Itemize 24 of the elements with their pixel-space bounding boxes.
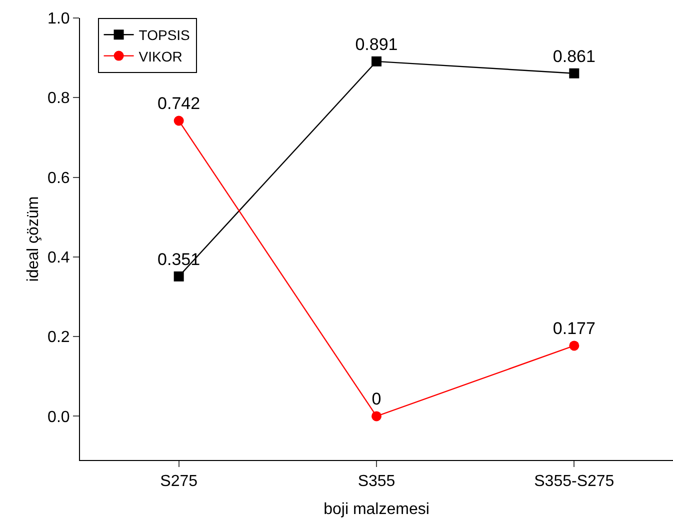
y-axis-title: ideal çözüm [25,196,42,282]
x-tick-label: S355-S275 [534,473,614,490]
data-label: 0 [372,390,382,409]
data-label: 0.861 [552,46,596,66]
x-tick-label: S275 [160,473,198,490]
point [372,411,382,422]
point [569,340,580,351]
x-tick-label: S355 [358,473,396,490]
legend-label: VIKOR [138,48,182,64]
point [569,68,580,78]
point [372,56,382,66]
point [174,271,184,282]
y-tick-label: 0.6 [48,170,70,187]
y-tick-label: 0.0 [48,408,70,426]
x-axis-title: boji malzemesi [324,501,430,518]
y-tick-label: 1.0 [48,10,70,28]
legend-label: TOPSIS [138,27,190,44]
data-label: 0.891 [355,34,398,54]
y-tick-label: 0.2 [48,329,70,346]
data-label: 0.177 [552,319,596,338]
point [174,116,184,126]
y-tick-label: 0.4 [48,250,70,267]
y-tick-label: 0.8 [48,90,70,108]
data-label: 0.742 [158,94,200,114]
